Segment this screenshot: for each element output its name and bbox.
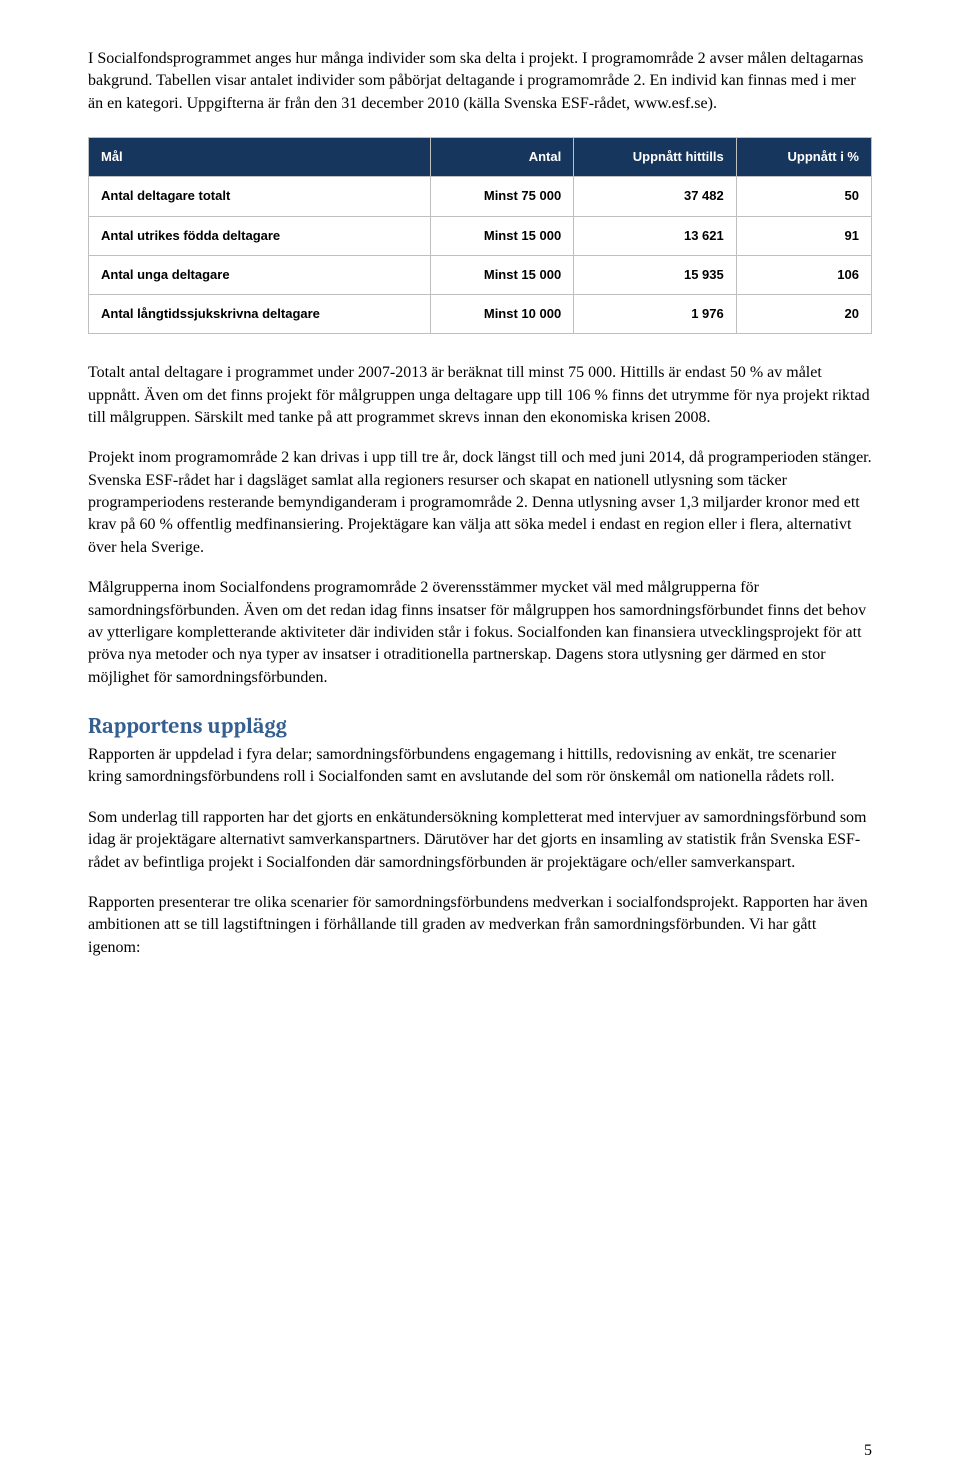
cell-hittills: 15 935 bbox=[574, 255, 737, 294]
cell-antal: Minst 10 000 bbox=[430, 294, 573, 333]
cell-mal: Antal deltagare totalt bbox=[89, 177, 431, 216]
cell-antal: Minst 15 000 bbox=[430, 255, 573, 294]
intro-paragraph: I Socialfondsprogrammet anges hur många … bbox=[88, 48, 872, 115]
table-row: Antal unga deltagare Minst 15 000 15 935… bbox=[89, 255, 872, 294]
col-header-antal: Antal bbox=[430, 138, 573, 177]
section-heading: Rapportens upplägg bbox=[88, 711, 872, 742]
table-row: Antal långtidssjukskrivna deltagare Mins… bbox=[89, 294, 872, 333]
cell-mal: Antal utrikes födda deltagare bbox=[89, 216, 431, 255]
cell-antal: Minst 15 000 bbox=[430, 216, 573, 255]
page-number: 5 bbox=[864, 1440, 872, 1462]
section-paragraph: Rapporten är uppdelad i fyra delar; samo… bbox=[88, 744, 872, 789]
table-row: Antal utrikes födda deltagare Minst 15 0… bbox=[89, 216, 872, 255]
table-header: Mål Antal Uppnått hittills Uppnått i % bbox=[89, 138, 872, 177]
body-paragraph: Totalt antal deltagare i programmet unde… bbox=[88, 362, 872, 429]
cell-mal: Antal unga deltagare bbox=[89, 255, 431, 294]
col-header-procent: Uppnått i % bbox=[736, 138, 871, 177]
cell-hittills: 1 976 bbox=[574, 294, 737, 333]
cell-procent: 106 bbox=[736, 255, 871, 294]
cell-procent: 91 bbox=[736, 216, 871, 255]
section-paragraph: Rapporten presenterar tre olika scenarie… bbox=[88, 892, 872, 959]
cell-hittills: 37 482 bbox=[574, 177, 737, 216]
col-header-mal: Mål bbox=[89, 138, 431, 177]
cell-procent: 50 bbox=[736, 177, 871, 216]
cell-antal: Minst 75 000 bbox=[430, 177, 573, 216]
cell-procent: 20 bbox=[736, 294, 871, 333]
cell-hittills: 13 621 bbox=[574, 216, 737, 255]
body-paragraph: Projekt inom programområde 2 kan drivas … bbox=[88, 447, 872, 559]
col-header-hittills: Uppnått hittills bbox=[574, 138, 737, 177]
body-paragraph: Målgrupperna inom Socialfondens programo… bbox=[88, 577, 872, 689]
page-container: I Socialfondsprogrammet anges hur många … bbox=[0, 0, 960, 1482]
goals-table: Mål Antal Uppnått hittills Uppnått i % A… bbox=[88, 137, 872, 334]
section-paragraph: Som underlag till rapporten har det gjor… bbox=[88, 807, 872, 874]
table-body: Antal deltagare totalt Minst 75 000 37 4… bbox=[89, 177, 872, 334]
cell-mal: Antal långtidssjukskrivna deltagare bbox=[89, 294, 431, 333]
table-row: Antal deltagare totalt Minst 75 000 37 4… bbox=[89, 177, 872, 216]
table-header-row: Mål Antal Uppnått hittills Uppnått i % bbox=[89, 138, 872, 177]
